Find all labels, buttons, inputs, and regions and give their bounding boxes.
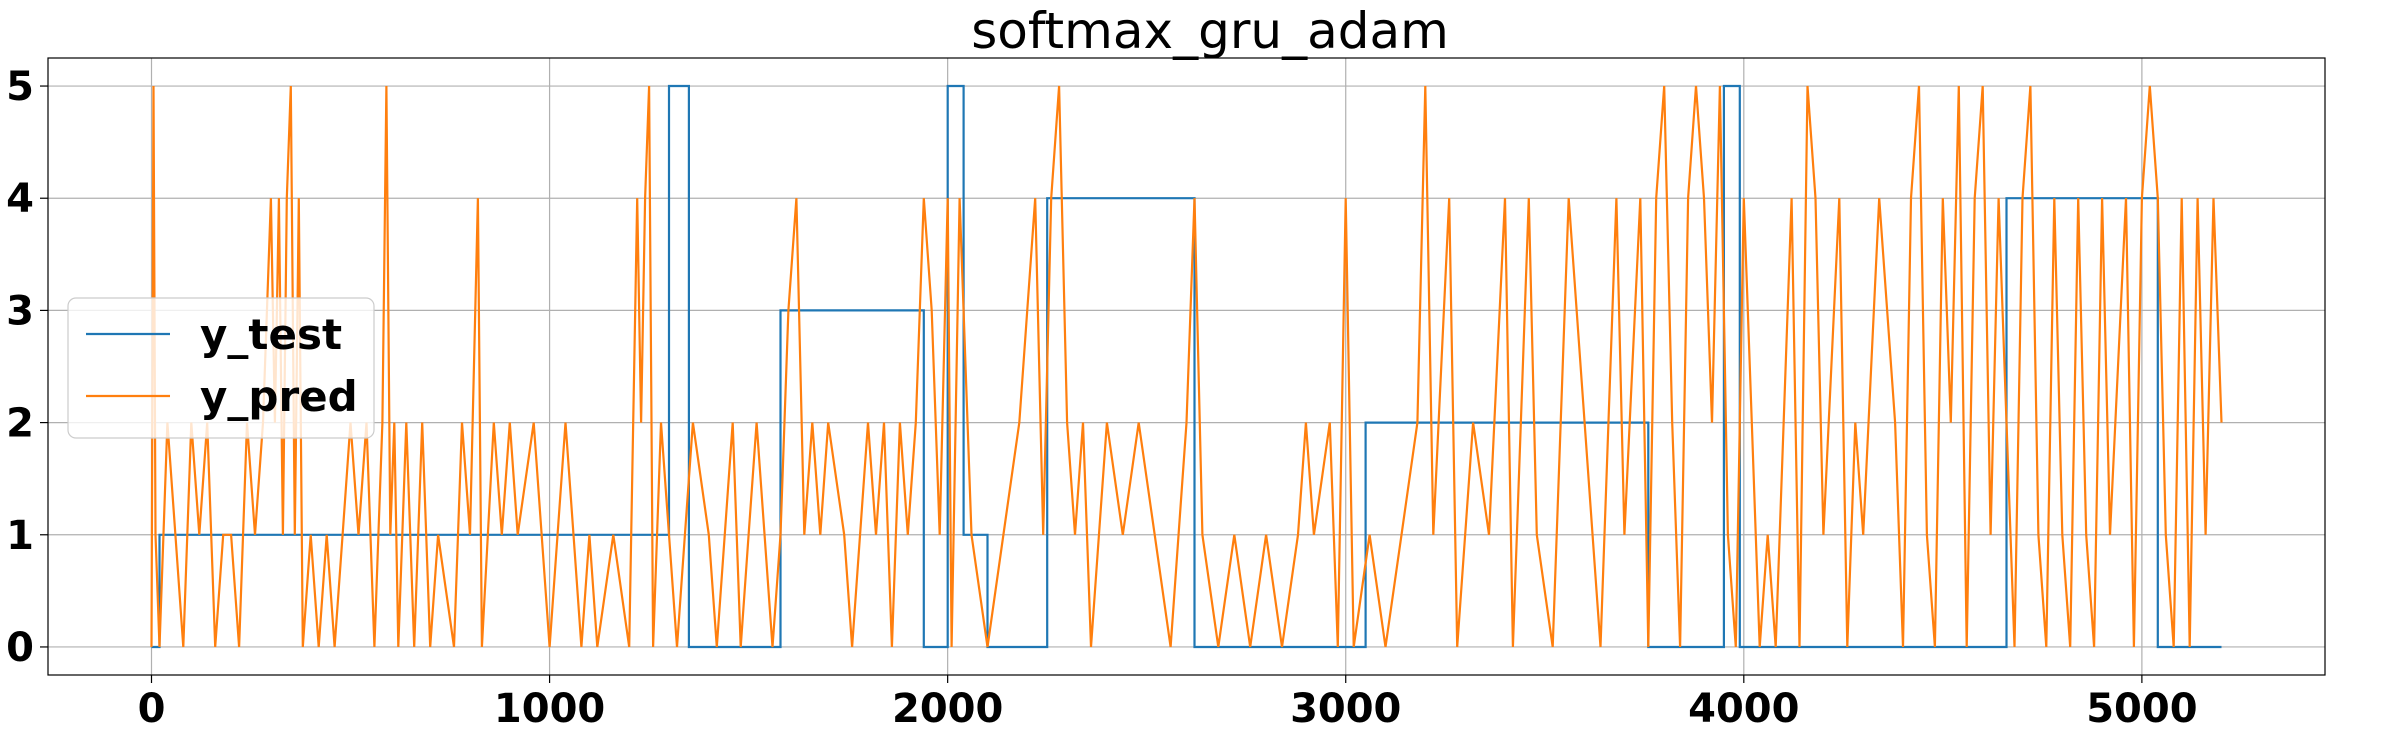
y-tick-label: 2 [6,401,34,447]
y-tick-label: 1 [6,513,34,559]
legend-label: y_pred [200,372,358,421]
x-tick-label: 0 [138,686,166,732]
x-axis: 0 1000 2000 3000 4000 5000 [138,675,2198,732]
series-layer [150,84,2223,649]
x-tick-label: 2000 [892,686,1003,732]
chart-title: softmax_gru_adam [971,2,1449,60]
legend-label: y_test [200,310,342,359]
x-tick-label: 5000 [2086,686,2197,732]
y-axis: 0 1 2 3 4 5 [6,64,48,671]
x-tick-label: 4000 [1688,686,1799,732]
series-line-y-test [151,84,2222,649]
y-tick-label: 0 [6,625,34,671]
y-tick-label: 3 [6,288,34,334]
series-line-y-pred [150,85,2223,648]
legend: y_test y_pred [67,297,375,439]
x-tick-label: 3000 [1290,686,1401,732]
x-tick-label: 1000 [494,686,605,732]
plot-frame [47,57,2326,676]
y-tick-label: 5 [6,64,34,110]
y-tick-label: 4 [6,176,34,222]
